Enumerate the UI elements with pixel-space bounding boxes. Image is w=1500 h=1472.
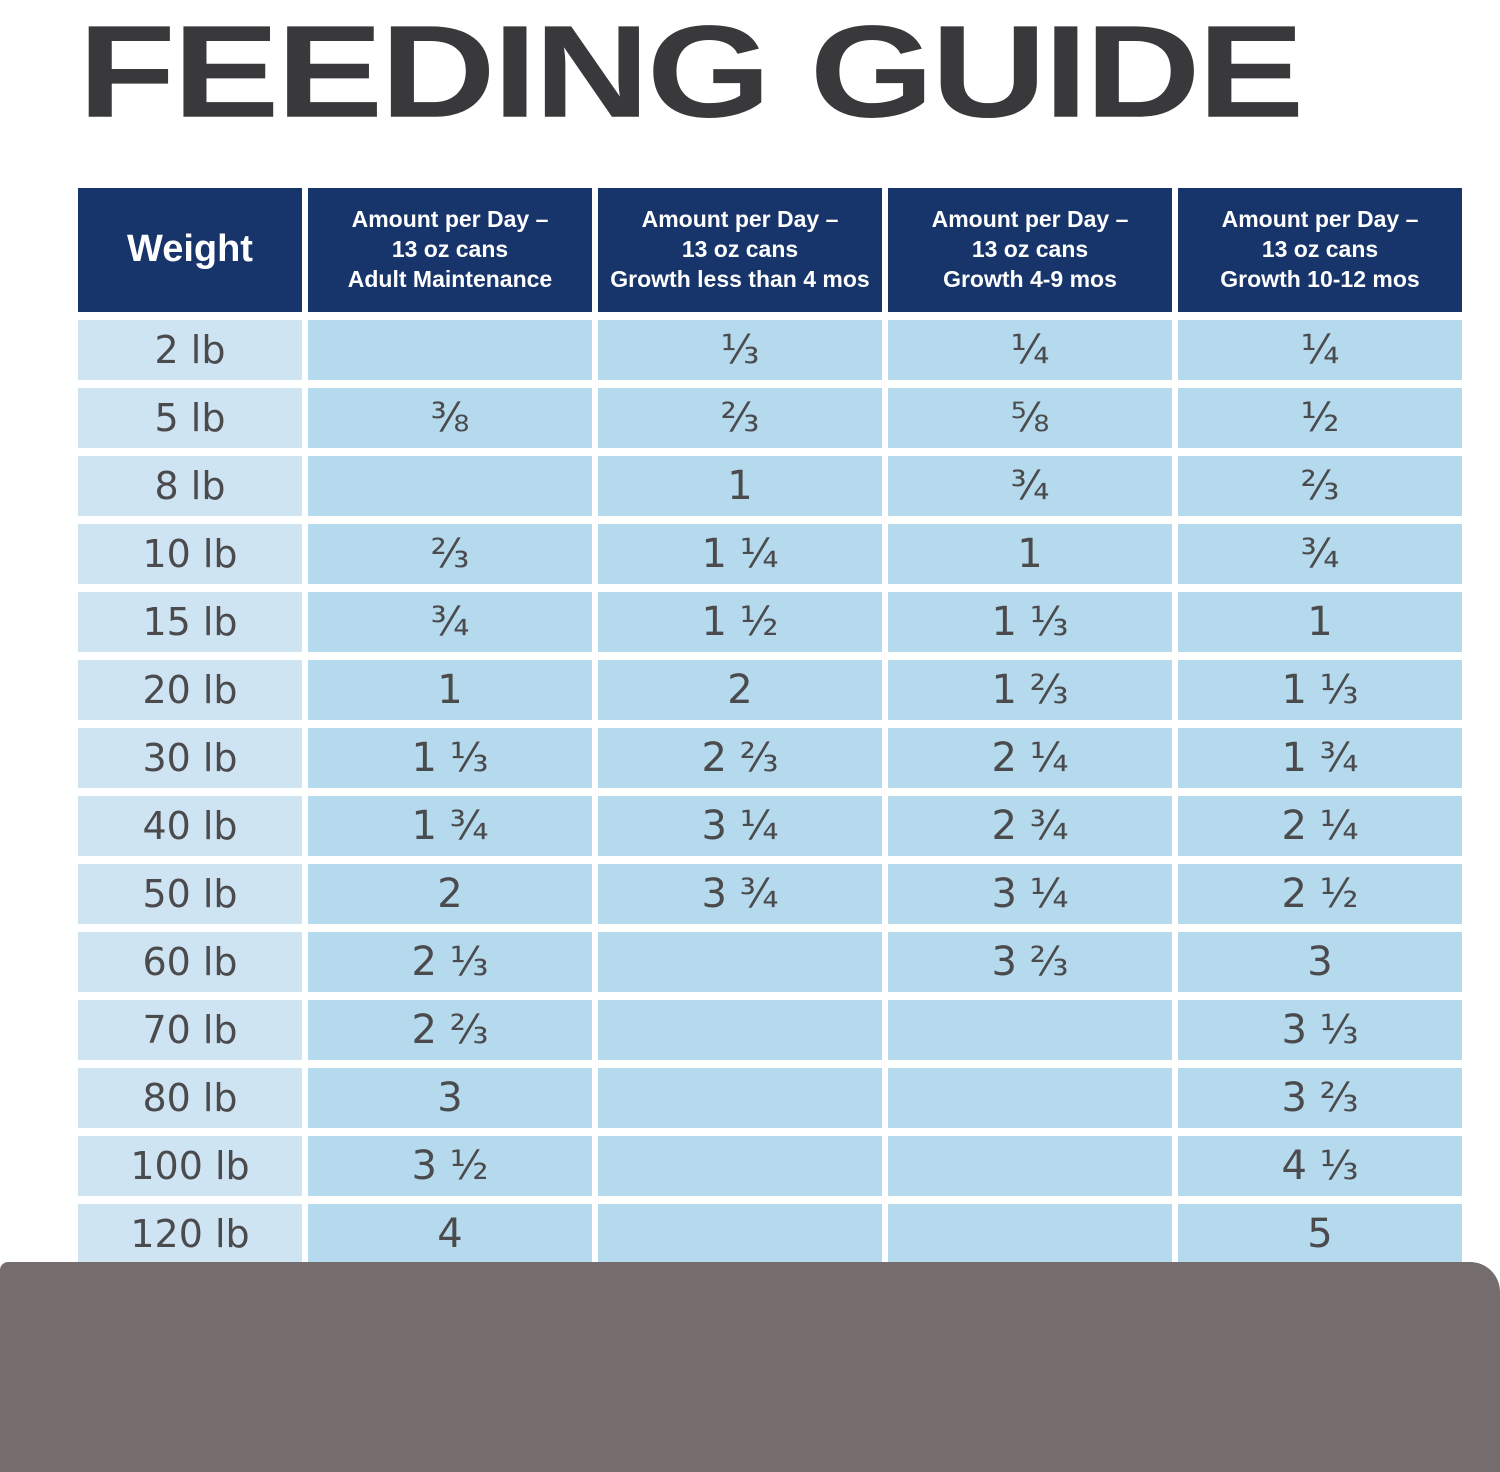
value-cell: 3 ½ [308,1136,592,1196]
value-cell: ⅓ [598,320,882,380]
value-cell: ⅔ [1178,456,1462,516]
col-header-growth-less-4mos: Amount per Day – 13 oz cans Growth less … [598,188,882,312]
value-cell: 3 [1178,932,1462,992]
value-cell: ¾ [1178,524,1462,584]
value-cell [598,1204,882,1264]
value-cell [888,1136,1172,1196]
table-row: 80 lb 3 3 ⅔ [78,1068,1462,1128]
weight-cell: 20 lb [78,660,302,720]
value-cell [308,320,592,380]
value-cell: 3 [308,1068,592,1128]
value-cell: ⅔ [308,524,592,584]
table-row: 70 lb 2 ⅔ 3 ⅓ [78,1000,1462,1060]
weight-cell: 30 lb [78,728,302,788]
value-cell [598,1000,882,1060]
value-cell: 1 [1178,592,1462,652]
table-row: 20 lb 1 2 1 ⅔ 1 ⅓ [78,660,1462,720]
weight-cell: 70 lb [78,1000,302,1060]
value-cell: 1 ⅓ [308,728,592,788]
value-cell: 1 ¾ [308,796,592,856]
value-cell: 1 [888,524,1172,584]
table-row: 60 lb 2 ⅓ 3 ⅔ 3 [78,932,1462,992]
value-cell: 1 ⅔ [888,660,1172,720]
col-header-growth-10-12mos: Amount per Day – 13 oz cans Growth 10-12… [1178,188,1462,312]
value-cell: 2 [308,864,592,924]
footer-bar [0,1262,1500,1472]
table-row: 8 lb 1 ¾ ⅔ [78,456,1462,516]
value-cell: 5 [1178,1204,1462,1264]
value-cell: 1 ½ [598,592,882,652]
value-cell: 1 [598,456,882,516]
value-cell: 1 ⅓ [888,592,1172,652]
table-row: 40 lb 1 ¾ 3 ¼ 2 ¾ 2 ¼ [78,796,1462,856]
weight-cell: 60 lb [78,932,302,992]
feeding-table: Weight Amount per Day – 13 oz cans Adult… [72,180,1468,1272]
col-header-growth-4-9mos: Amount per Day – 13 oz cans Growth 4-9 m… [888,188,1172,312]
weight-cell: 40 lb [78,796,302,856]
table-header: Weight Amount per Day – 13 oz cans Adult… [78,188,1462,312]
table-row: 30 lb 1 ⅓ 2 ⅔ 2 ¼ 1 ¾ [78,728,1462,788]
value-cell: 1 ¾ [1178,728,1462,788]
page-title: FEEDING GUIDE [78,0,1304,145]
col-header-adult-maintenance: Amount per Day – 13 oz cans Adult Mainte… [308,188,592,312]
table-body: 2 lb ⅓ ¼ ¼ 5 lb ⅜ ⅔ ⅝ ½ 8 lb 1 ¾ ⅔ 1 [78,320,1462,1264]
table-row: 100 lb 3 ½ 4 ⅓ [78,1136,1462,1196]
value-cell [888,1204,1172,1264]
value-cell: ¼ [1178,320,1462,380]
value-cell: 3 ¼ [598,796,882,856]
value-cell: 2 ¼ [888,728,1172,788]
value-cell: 4 [308,1204,592,1264]
value-cell: 1 [308,660,592,720]
value-cell: 3 ⅓ [1178,1000,1462,1060]
value-cell: 2 ¼ [1178,796,1462,856]
value-cell [308,456,592,516]
weight-cell: 15 lb [78,592,302,652]
weight-cell: 2 lb [78,320,302,380]
value-cell: 2 ½ [1178,864,1462,924]
value-cell: ⅜ [308,388,592,448]
value-cell: ¾ [308,592,592,652]
value-cell: 4 ⅓ [1178,1136,1462,1196]
value-cell: 2 ⅓ [308,932,592,992]
header-row: Weight Amount per Day – 13 oz cans Adult… [78,188,1462,312]
value-cell: 2 ⅔ [598,728,882,788]
table-row: 120 lb 4 5 [78,1204,1462,1264]
value-cell: 2 ⅔ [308,1000,592,1060]
value-cell: 1 ¼ [598,524,882,584]
value-cell: 2 ¾ [888,796,1172,856]
value-cell: 3 ¼ [888,864,1172,924]
value-cell: 3 ⅔ [1178,1068,1462,1128]
weight-cell: 50 lb [78,864,302,924]
weight-cell: 100 lb [78,1136,302,1196]
col-header-weight: Weight [78,188,302,312]
value-cell: 2 [598,660,882,720]
value-cell: ⅔ [598,388,882,448]
value-cell [888,1000,1172,1060]
value-cell: ½ [1178,388,1462,448]
value-cell: 3 ⅔ [888,932,1172,992]
value-cell: ¼ [888,320,1172,380]
value-cell: ⅝ [888,388,1172,448]
value-cell [598,1068,882,1128]
weight-cell: 5 lb [78,388,302,448]
weight-cell: 120 lb [78,1204,302,1264]
table-row: 2 lb ⅓ ¼ ¼ [78,320,1462,380]
value-cell: ¾ [888,456,1172,516]
value-cell [598,1136,882,1196]
weight-cell: 80 lb [78,1068,302,1128]
value-cell [888,1068,1172,1128]
table-row: 5 lb ⅜ ⅔ ⅝ ½ [78,388,1462,448]
table-row: 10 lb ⅔ 1 ¼ 1 ¾ [78,524,1462,584]
value-cell: 3 ¾ [598,864,882,924]
table-row: 50 lb 2 3 ¾ 3 ¼ 2 ½ [78,864,1462,924]
weight-cell: 10 lb [78,524,302,584]
table-row: 15 lb ¾ 1 ½ 1 ⅓ 1 [78,592,1462,652]
value-cell: 1 ⅓ [1178,660,1462,720]
value-cell [598,932,882,992]
weight-cell: 8 lb [78,456,302,516]
